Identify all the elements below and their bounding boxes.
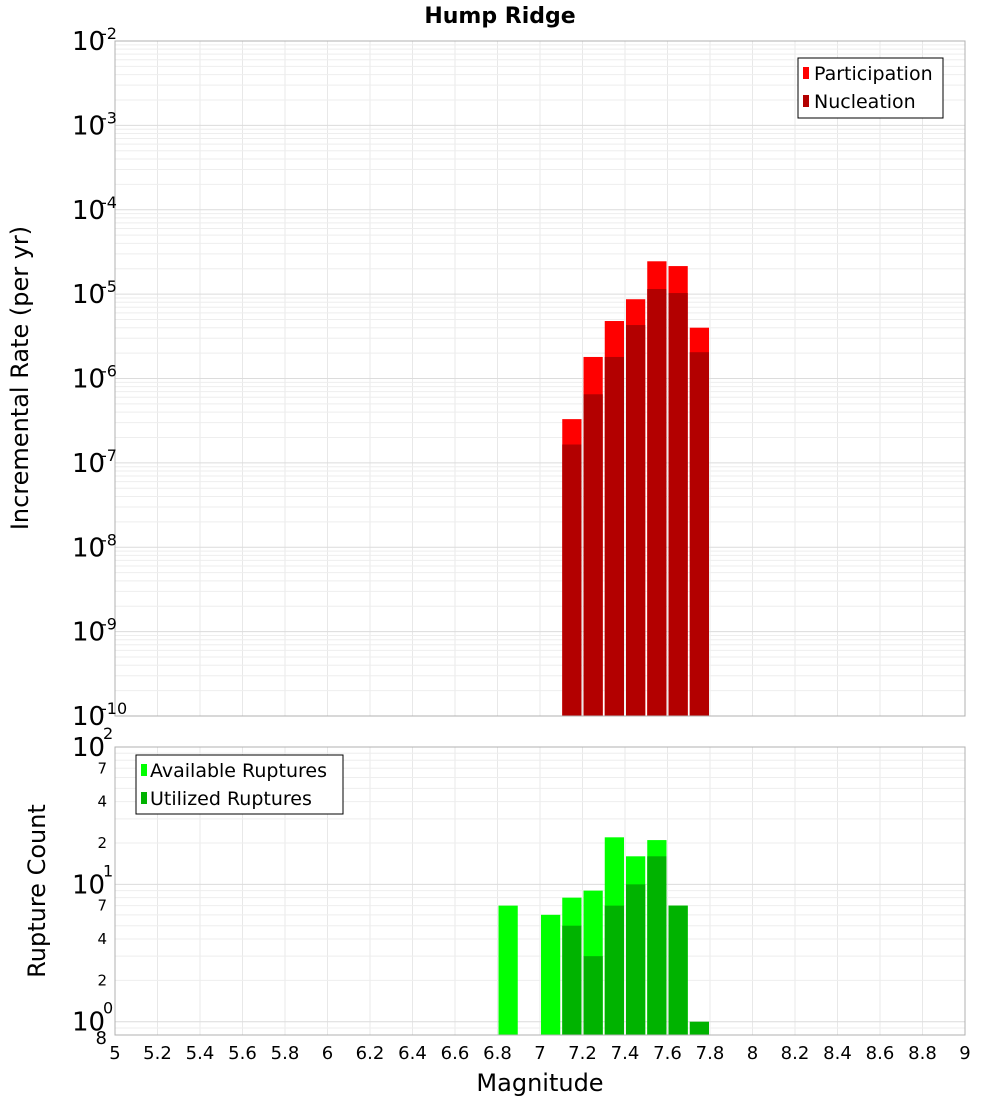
bottom-y-min-label: 8 bbox=[96, 1028, 107, 1049]
x-tick-label: 6.8 bbox=[483, 1043, 512, 1064]
top-legend-box bbox=[797, 57, 944, 119]
top-y-tick-base: 10 bbox=[72, 702, 105, 732]
top-plot-bars bbox=[562, 261, 709, 716]
top-plot-grid bbox=[115, 41, 965, 716]
bottom-y-tick-exponent: 1 bbox=[103, 861, 113, 880]
top-y-tick-exponent: -8 bbox=[101, 530, 117, 549]
bar-nucleation bbox=[689, 352, 709, 716]
legend-swatch-utilized bbox=[141, 792, 147, 804]
x-tick-label: 8 bbox=[747, 1043, 758, 1064]
top-legend: Participation Nucleation bbox=[797, 57, 944, 119]
x-tick-label: 5.2 bbox=[143, 1043, 172, 1064]
x-tick-label: 8.8 bbox=[908, 1043, 937, 1064]
top-y-tick-base: 10 bbox=[72, 365, 105, 395]
bottom-y-tick-exponent: 0 bbox=[103, 999, 113, 1018]
top-y-tick-base: 10 bbox=[72, 111, 105, 141]
x-tick-label: 5.8 bbox=[271, 1043, 300, 1064]
bar-nucleation bbox=[626, 325, 646, 716]
bottom-plot-frame bbox=[114, 746, 966, 1036]
top-y-tick-exponent: -2 bbox=[101, 24, 117, 43]
bottom-plot-grid bbox=[115, 747, 965, 1035]
top-y-tick-base: 10 bbox=[72, 27, 105, 57]
top-y-tick-exponent: -10 bbox=[101, 699, 127, 718]
x-tick-label: 7.2 bbox=[568, 1043, 597, 1064]
bar-utilized-ruptures bbox=[626, 884, 646, 1035]
bottom-y-minor-tick-label: 4 bbox=[97, 930, 107, 948]
bar-nucleation bbox=[604, 356, 624, 716]
top-plot-frame bbox=[114, 40, 966, 717]
bottom-y-axis-title: Rupture Count bbox=[23, 804, 51, 978]
top-y-tick-base: 10 bbox=[72, 449, 105, 479]
x-axis-title: Magnitude bbox=[476, 1069, 603, 1097]
top-y-tick-exponent: -9 bbox=[101, 615, 117, 634]
legend-swatch-participation bbox=[803, 67, 809, 79]
x-tick-labels: 5 5.2 5.4 5.6 5.8 6 6.2 6.4 6.6 6.8 7 7.2 7.4 7.6 7.8 8… bbox=[109, 1043, 970, 1064]
bar-utilized-ruptures bbox=[689, 1021, 709, 1035]
x-tick-label: 5.6 bbox=[228, 1043, 257, 1064]
x-tick-label: 6.2 bbox=[356, 1043, 385, 1064]
bottom-y-minor-tick-label: 4 bbox=[97, 793, 107, 811]
bar-utilized-ruptures bbox=[647, 856, 667, 1035]
top-y-tick-exponent: -5 bbox=[101, 277, 117, 296]
top-y-tick-exponent: -7 bbox=[101, 446, 117, 465]
bar-utilized-ruptures bbox=[668, 905, 688, 1035]
bar-utilized-ruptures bbox=[562, 925, 582, 1035]
bar-nucleation bbox=[583, 394, 603, 716]
bottom-plot-bars bbox=[498, 837, 709, 1035]
bottom-y-tick-base: 10 bbox=[72, 1008, 105, 1038]
bottom-legend: Available Ruptures Utilized Ruptures bbox=[135, 754, 344, 815]
x-tick-label: 8.2 bbox=[781, 1043, 810, 1064]
legend-label-nucleation: Nucleation bbox=[814, 91, 916, 113]
x-tick-label: 5 bbox=[109, 1043, 120, 1064]
legend-label-available: Available Ruptures bbox=[150, 760, 327, 782]
bottom-y-tick-base: 10 bbox=[72, 870, 105, 900]
bottom-y-tick-base: 10 bbox=[72, 733, 105, 763]
bar-utilized-ruptures bbox=[583, 956, 603, 1035]
bar-available-ruptures bbox=[541, 914, 561, 1035]
top-y-tick-exponent: -6 bbox=[101, 362, 117, 381]
bottom-legend-box bbox=[135, 754, 344, 815]
x-tick-label: 8.6 bbox=[866, 1043, 895, 1064]
legend-swatch-nucleation bbox=[803, 95, 809, 107]
x-tick-label: 7.6 bbox=[653, 1043, 682, 1064]
x-tick-label: 7 bbox=[534, 1043, 545, 1064]
legend-label-participation: Participation bbox=[814, 63, 933, 85]
top-y-axis-title: Incremental Rate (per yr) bbox=[6, 226, 34, 530]
bottom-y-minor-tick-label: 7 bbox=[97, 759, 107, 777]
x-tick-label: 5.4 bbox=[186, 1043, 215, 1064]
legend-swatch-available bbox=[141, 764, 147, 776]
top-y-tick-base: 10 bbox=[72, 280, 105, 310]
x-tick-label: 8.4 bbox=[823, 1043, 852, 1064]
legend-label-utilized: Utilized Ruptures bbox=[150, 788, 312, 810]
x-tick-label: 9 bbox=[959, 1043, 970, 1064]
x-tick-label: 7.8 bbox=[696, 1043, 725, 1064]
top-y-tick-base: 10 bbox=[72, 533, 105, 563]
bar-nucleation bbox=[668, 293, 688, 716]
chart-title: Hump Ridge bbox=[424, 4, 575, 29]
bottom-y-minor-tick-label: 7 bbox=[97, 897, 107, 915]
bar-utilized-ruptures bbox=[604, 905, 624, 1035]
top-y-tick-exponent: -4 bbox=[101, 193, 117, 212]
x-tick-label: 7.4 bbox=[611, 1043, 640, 1064]
top-y-tick-exponent: -3 bbox=[101, 108, 117, 127]
top-y-tick-base: 10 bbox=[72, 196, 105, 226]
bar-nucleation bbox=[562, 444, 582, 716]
x-tick-label: 6.6 bbox=[441, 1043, 470, 1064]
bottom-y-tick-exponent: 2 bbox=[103, 724, 113, 743]
top-y-tick-base: 10 bbox=[72, 618, 105, 648]
bar-available-ruptures bbox=[498, 905, 518, 1035]
bottom-y-minor-tick-label: 2 bbox=[97, 834, 107, 852]
x-tick-label: 6 bbox=[322, 1043, 333, 1064]
bar-nucleation bbox=[647, 289, 667, 716]
bottom-y-minor-tick-label: 2 bbox=[97, 971, 107, 989]
x-tick-label: 6.4 bbox=[398, 1043, 427, 1064]
